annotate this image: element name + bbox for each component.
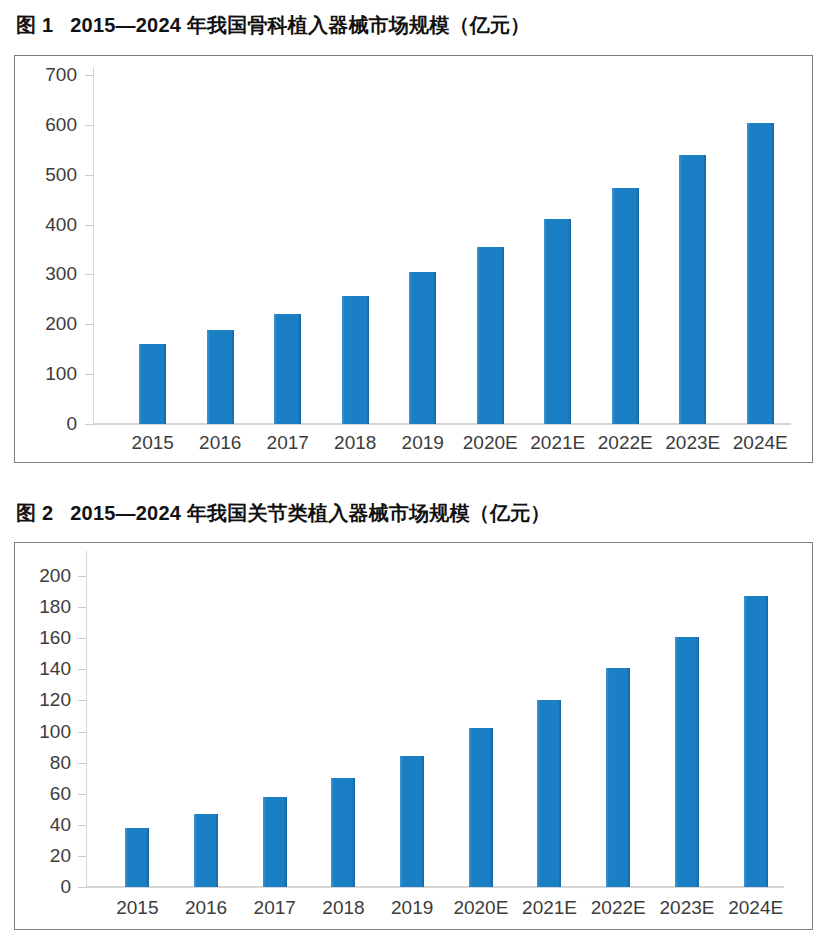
x-tick-label: 2016 bbox=[187, 432, 255, 454]
y-axis-tick bbox=[78, 700, 86, 701]
x-tick-label: 2022E bbox=[584, 897, 653, 919]
y-axis-tick bbox=[78, 794, 86, 795]
y-tick-label: 20 bbox=[15, 844, 71, 868]
y-axis-tick bbox=[85, 225, 93, 226]
x-tick-label: 2024E bbox=[721, 897, 790, 919]
bar bbox=[747, 123, 774, 424]
y-tick-label: 60 bbox=[15, 782, 71, 806]
orthopedic-implant-bar-chart: 7006005004003002001000201520162017201820… bbox=[15, 56, 812, 462]
y-axis-tick bbox=[85, 75, 93, 76]
figure-2-caption: 2015—2024 年我国关节类植入器械市场规模（亿元） bbox=[70, 502, 550, 524]
figure-1-caption: 2015—2024 年我国骨科植入器械市场规模（亿元） bbox=[70, 14, 530, 36]
y-tick-label: 300 bbox=[15, 262, 77, 286]
bar bbox=[469, 728, 493, 887]
figure-1-chart-panel: 7006005004003002001000201520162017201820… bbox=[14, 55, 813, 463]
bar bbox=[612, 188, 639, 424]
figure-2-title: 图 2 2015—2024 年我国关节类植入器械市场规模（亿元） bbox=[16, 500, 550, 527]
x-tick-label: 2017 bbox=[240, 897, 309, 919]
x-tick-label: 2017 bbox=[254, 432, 322, 454]
y-axis-tick bbox=[85, 424, 93, 425]
figure-2-label: 图 2 bbox=[16, 502, 53, 524]
x-tick-label: 2015 bbox=[103, 897, 172, 919]
y-tick-label: 140 bbox=[15, 657, 71, 681]
figure-1-title: 图 1 2015—2024 年我国骨科植入器械市场规模（亿元） bbox=[16, 12, 530, 39]
x-tick-label: 2020E bbox=[457, 432, 525, 454]
bar bbox=[744, 596, 768, 887]
y-axis-tick bbox=[85, 274, 93, 275]
y-tick-label: 0 bbox=[15, 875, 71, 899]
y-axis-line bbox=[86, 551, 87, 887]
bar bbox=[606, 668, 630, 887]
y-axis-tick bbox=[78, 607, 86, 608]
bar bbox=[342, 296, 369, 424]
x-tick-label: 2018 bbox=[322, 432, 390, 454]
x-tick-label: 2023E bbox=[653, 897, 722, 919]
bar bbox=[679, 155, 706, 424]
x-tick-label: 2019 bbox=[378, 897, 447, 919]
bars-row bbox=[103, 543, 790, 887]
bar bbox=[139, 344, 166, 424]
x-tick-label: 2020E bbox=[447, 897, 516, 919]
y-tick-label: 200 bbox=[15, 564, 71, 588]
y-axis-tick bbox=[78, 638, 86, 639]
x-tick-label: 2023E bbox=[659, 432, 727, 454]
y-axis-tick bbox=[85, 125, 93, 126]
y-tick-label: 180 bbox=[15, 595, 71, 619]
y-tick-label: 400 bbox=[15, 213, 77, 237]
figure-1-label: 图 1 bbox=[16, 14, 53, 36]
x-tick-label: 2024E bbox=[727, 432, 795, 454]
y-tick-label: 100 bbox=[15, 720, 71, 744]
joint-implant-bar-chart: 2001801601401201008060402002015201620172… bbox=[15, 543, 812, 929]
x-labels-row: 201520162017201820192020E2021E2022E2023E… bbox=[103, 889, 790, 927]
bar bbox=[544, 219, 571, 424]
y-axis-line bbox=[93, 67, 94, 424]
bar bbox=[194, 814, 218, 887]
figure-2-chart-panel: 2001801601401201008060402002015201620172… bbox=[14, 542, 813, 930]
y-tick-label: 80 bbox=[15, 751, 71, 775]
x-tick-label: 2015 bbox=[119, 432, 187, 454]
x-tick-label: 2016 bbox=[172, 897, 241, 919]
x-tick-label: 2021E bbox=[515, 897, 584, 919]
y-axis-tick bbox=[85, 324, 93, 325]
bars-row bbox=[119, 56, 794, 424]
y-tick-label: 700 bbox=[15, 63, 77, 87]
y-axis-tick bbox=[78, 732, 86, 733]
bar bbox=[409, 272, 436, 424]
bar bbox=[207, 330, 234, 424]
y-axis-tick bbox=[85, 175, 93, 176]
x-tick-label: 2022E bbox=[592, 432, 660, 454]
report-page: 图 12015—2024 年我国骨科植入器械市场规模（亿元） 700600500… bbox=[0, 0, 825, 941]
y-axis-tick bbox=[78, 576, 86, 577]
y-axis-tick bbox=[78, 669, 86, 670]
bar bbox=[125, 828, 149, 887]
x-tick-label: 2019 bbox=[389, 432, 457, 454]
y-tick-label: 40 bbox=[15, 813, 71, 837]
x-labels-row: 201520162017201820192020E2021E2022E2023E… bbox=[119, 426, 794, 460]
y-tick-label: 100 bbox=[15, 362, 77, 386]
bar bbox=[477, 247, 504, 424]
y-tick-label: 120 bbox=[15, 688, 71, 712]
x-tick-label: 2021E bbox=[524, 432, 592, 454]
bar bbox=[400, 756, 424, 887]
y-axis-tick bbox=[78, 856, 86, 857]
y-axis-tick bbox=[78, 763, 86, 764]
bar bbox=[331, 778, 355, 887]
x-tick-label: 2018 bbox=[309, 897, 378, 919]
bar bbox=[675, 637, 699, 887]
bar bbox=[263, 797, 287, 887]
y-axis-tick bbox=[85, 374, 93, 375]
y-axis-tick bbox=[78, 887, 86, 888]
y-axis-tick bbox=[78, 825, 86, 826]
bar bbox=[274, 314, 301, 424]
y-tick-label: 600 bbox=[15, 113, 77, 137]
y-tick-label: 200 bbox=[15, 312, 77, 336]
bar bbox=[537, 700, 561, 887]
y-tick-label: 0 bbox=[15, 412, 77, 436]
y-tick-label: 160 bbox=[15, 626, 71, 650]
y-tick-label: 500 bbox=[15, 163, 77, 187]
